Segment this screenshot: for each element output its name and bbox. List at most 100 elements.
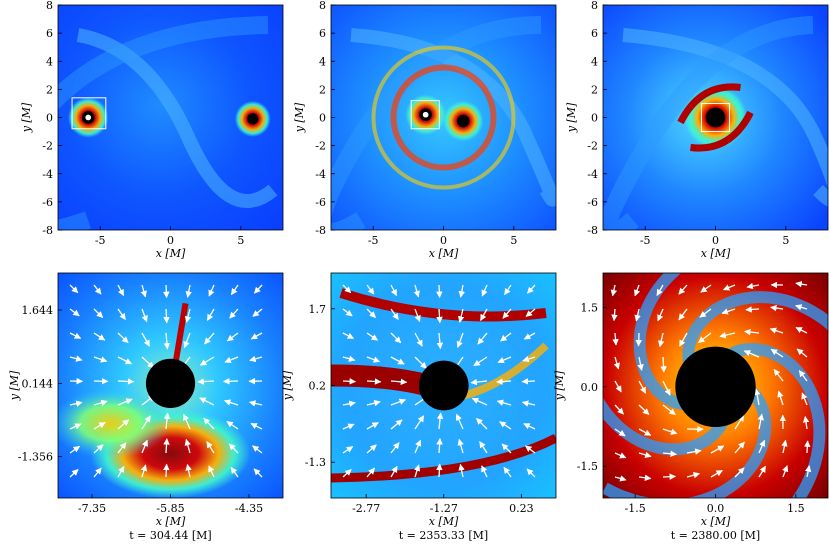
velocity-arrow xyxy=(199,356,215,366)
velocity-arrow xyxy=(203,417,215,430)
velocity-arrow xyxy=(614,475,627,482)
velocity-arrow xyxy=(163,412,171,430)
velocity-arrow xyxy=(634,308,641,322)
velocity-arrow xyxy=(471,397,488,406)
x-axis-label: x [M] xyxy=(156,515,186,528)
velocity-arrow xyxy=(781,439,788,454)
velocity-arrow xyxy=(662,473,677,480)
velocity-arrow xyxy=(163,463,170,478)
velocity-arrow xyxy=(342,332,355,340)
velocity-arrow xyxy=(481,284,488,297)
velocity-arrow xyxy=(223,399,239,406)
velocity-arrow xyxy=(342,446,354,454)
y-axis-label: y [M] xyxy=(553,370,566,401)
y-tick-label: -4 xyxy=(315,168,326,181)
velocity-arrow xyxy=(163,438,170,454)
velocity-arrow xyxy=(638,428,652,436)
y-tick-label: 4 xyxy=(46,55,53,68)
velocity-arrow xyxy=(390,356,405,365)
velocity-arrow xyxy=(633,284,641,297)
velocity-arrow xyxy=(163,308,170,324)
velocity-arrow xyxy=(252,445,263,454)
velocity-arrow xyxy=(366,332,379,341)
velocity-arrow xyxy=(366,444,377,454)
velocity-arrow xyxy=(473,356,488,367)
velocity-arrow xyxy=(69,469,79,478)
warm-arm xyxy=(371,45,516,190)
velocity-arrow xyxy=(479,441,488,454)
x-tick-label: 5 xyxy=(782,234,789,247)
velocity-arrow xyxy=(230,466,239,478)
panel-top-1: -5 0 5 -8 -6 -4 -2 0 2 4 6 8 x [M] y [M] xyxy=(20,0,284,260)
velocity-arrow xyxy=(252,308,263,317)
velocity-arrow xyxy=(248,400,263,407)
x-tick-label: 5 xyxy=(237,234,244,247)
velocity-arrow xyxy=(710,469,723,478)
velocity-arrow xyxy=(477,332,488,345)
velocity-arrow xyxy=(69,332,82,339)
velocity-arrow xyxy=(141,332,151,347)
velocity-arrow xyxy=(770,348,784,358)
y-tick-label: 8 xyxy=(46,0,53,12)
velocity-arrow xyxy=(613,356,620,370)
x-axis-label: x [M] xyxy=(701,515,731,528)
y-tick-label: 0 xyxy=(46,112,53,125)
x-tick-label: -2.77 xyxy=(352,502,380,515)
velocity-arrow xyxy=(163,332,171,350)
panel-bottom-1: -7.35 -5.85 -4.35 -1.356 0.144 1.644 x [M] y [M… xyxy=(8,272,284,542)
y-tick-label: -8 xyxy=(315,224,326,237)
black-hole-ring xyxy=(85,114,92,121)
velocity-arrow xyxy=(390,465,398,478)
velocity-arrow xyxy=(224,356,239,363)
y-tick-label: -1.3 xyxy=(305,456,326,469)
y-axis-label: y [M] xyxy=(293,102,306,133)
velocity-arrow xyxy=(185,463,192,478)
velocity-arrow xyxy=(117,465,125,478)
velocity-arrow xyxy=(614,428,626,437)
velocity-arrow xyxy=(342,423,355,430)
y-axis-label: y [M] xyxy=(565,102,578,133)
velocity-arrow xyxy=(253,284,263,294)
velocity-arrow xyxy=(390,378,408,386)
black-hole xyxy=(247,113,259,125)
velocity-arrow xyxy=(802,415,810,430)
hot-jet xyxy=(172,302,189,364)
velocity-arrow xyxy=(199,397,215,406)
velocity-arrow xyxy=(185,284,192,298)
plot-area xyxy=(331,5,556,230)
zoom-box xyxy=(700,102,731,133)
x-tick-label: 5 xyxy=(510,234,517,247)
velocity-arrow xyxy=(413,284,420,298)
velocity-arrow xyxy=(656,284,664,296)
velocity-arrow xyxy=(456,332,464,349)
velocity-arrow xyxy=(496,399,512,406)
velocity-arrow xyxy=(93,284,102,295)
y-tick-label: 8 xyxy=(319,0,326,12)
velocity-arrow xyxy=(183,413,191,430)
velocity-arrow xyxy=(390,284,398,297)
velocity-arrow xyxy=(141,415,151,430)
velocity-arrow xyxy=(686,472,701,479)
y-tick-label: -4 xyxy=(587,168,598,181)
velocity-arrow xyxy=(734,467,745,478)
velocity-arrow xyxy=(782,465,789,478)
velocity-arrow xyxy=(637,356,644,371)
velocity-arrow xyxy=(710,445,725,454)
velocity-arrow xyxy=(758,465,767,478)
plot-area xyxy=(603,273,828,498)
velocity-arrow xyxy=(523,423,536,430)
velocity-arrow xyxy=(250,332,263,340)
y-tick-label: 0.2 xyxy=(309,380,327,393)
panel-top-3: -5 0 5 -8 -6 -4 -2 0 2 4 6 8 x [M] y [M] xyxy=(565,0,829,260)
velocity-arrow xyxy=(777,390,784,406)
y-tick-label: 6 xyxy=(319,27,326,40)
velocity-arrow xyxy=(197,378,215,385)
velocity-arrow xyxy=(414,332,423,347)
velocity-arrow xyxy=(722,284,736,291)
plot-area xyxy=(603,5,828,230)
y-tick-label: 0 xyxy=(319,112,326,125)
velocity-arrow xyxy=(93,399,108,407)
velocity-arrow xyxy=(69,355,83,362)
velocity-arrow xyxy=(657,308,664,322)
x-tick-label: -1.27 xyxy=(430,502,458,515)
